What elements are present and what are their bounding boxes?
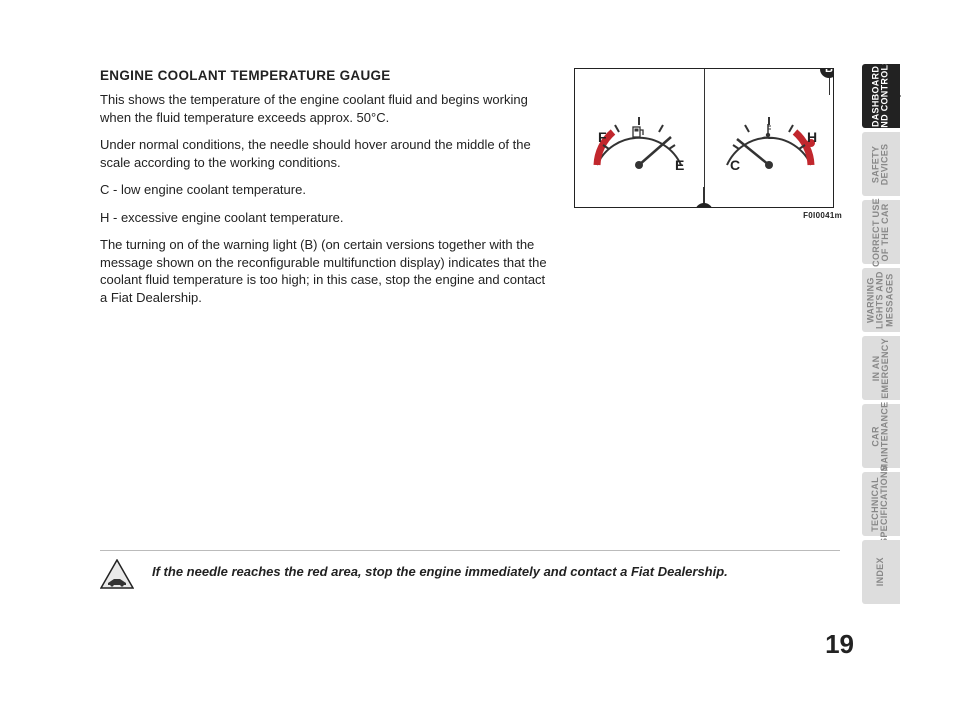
paragraph: This shows the temperature of the engine… (100, 91, 550, 126)
tab-emergency[interactable]: IN AN EMERGENCY (862, 336, 900, 400)
paragraph: C - low engine coolant temperature. (100, 181, 550, 199)
tab-safety-devices[interactable]: SAFETY DEVICES (862, 132, 900, 196)
paragraph: H - excessive engine coolant temperature… (100, 209, 550, 227)
tab-label: CORRECT USE OF THE CAR (872, 198, 891, 267)
tab-label: DASHBOARD AND CONTROLS (872, 58, 891, 134)
tab-maintenance[interactable]: CAR MAINTENANCE (862, 404, 900, 468)
warning-text: If the needle reaches the red area, stop… (152, 559, 728, 581)
panel-divider (704, 69, 705, 207)
section-heading: ENGINE COOLANT TEMPERATURE GAUGE (100, 68, 550, 83)
callout-a: A (695, 203, 713, 208)
gauge-label-e: E (675, 157, 684, 173)
tab-warning-lights[interactable]: WARNING LIGHTS AND MESSAGES (862, 268, 900, 332)
callout-b: B (820, 68, 834, 78)
tab-index[interactable]: INDEX (862, 540, 900, 604)
tab-label: WARNING LIGHTS AND MESSAGES (867, 271, 895, 329)
manual-page: ENGINE COOLANT TEMPERATURE GAUGE This sh… (0, 0, 954, 702)
content-column: ENGINE COOLANT TEMPERATURE GAUGE This sh… (100, 68, 550, 316)
callout-line (829, 77, 830, 95)
tab-label: IN AN EMERGENCY (872, 338, 891, 399)
warning-triangle-icon (100, 559, 134, 589)
gauge-panel: F E (574, 68, 834, 208)
figure-code: F0I0041m (574, 211, 842, 220)
tab-label: INDEX (876, 557, 885, 586)
tab-dashboard-and-controls[interactable]: DASHBOARD AND CONTROLS (862, 64, 900, 128)
fuel-pump-icon (631, 125, 645, 139)
paragraph: Under normal conditions, the needle shou… (100, 136, 550, 171)
gauge-label-c: C (730, 157, 740, 173)
page-number: 19 (825, 629, 854, 660)
gauge-label-f: F (598, 129, 607, 145)
tab-label: SAFETY DEVICES (872, 143, 891, 185)
warning-note: If the needle reaches the red area, stop… (100, 550, 840, 589)
gauge-figure: F E (574, 68, 844, 220)
tab-label: TECHNICAL SPECIFICATIONS (872, 464, 891, 543)
tab-label: CAR MAINTENANCE (872, 401, 891, 471)
thermometer-icon (761, 123, 775, 139)
paragraph: The turning on of the warning light (B) … (100, 236, 550, 306)
tab-tech-specs[interactable]: TECHNICAL SPECIFICATIONS (862, 472, 900, 536)
gauge-label-h: H (807, 129, 817, 145)
section-tabs: DASHBOARD AND CONTROLS SAFETY DEVICES CO… (862, 64, 900, 604)
tab-correct-use[interactable]: CORRECT USE OF THE CAR (862, 200, 900, 264)
